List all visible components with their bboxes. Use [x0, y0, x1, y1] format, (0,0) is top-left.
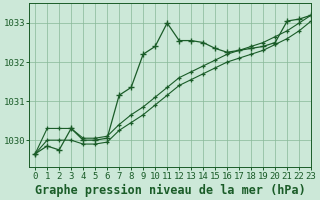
X-axis label: Graphe pression niveau de la mer (hPa): Graphe pression niveau de la mer (hPa) [35, 183, 306, 197]
